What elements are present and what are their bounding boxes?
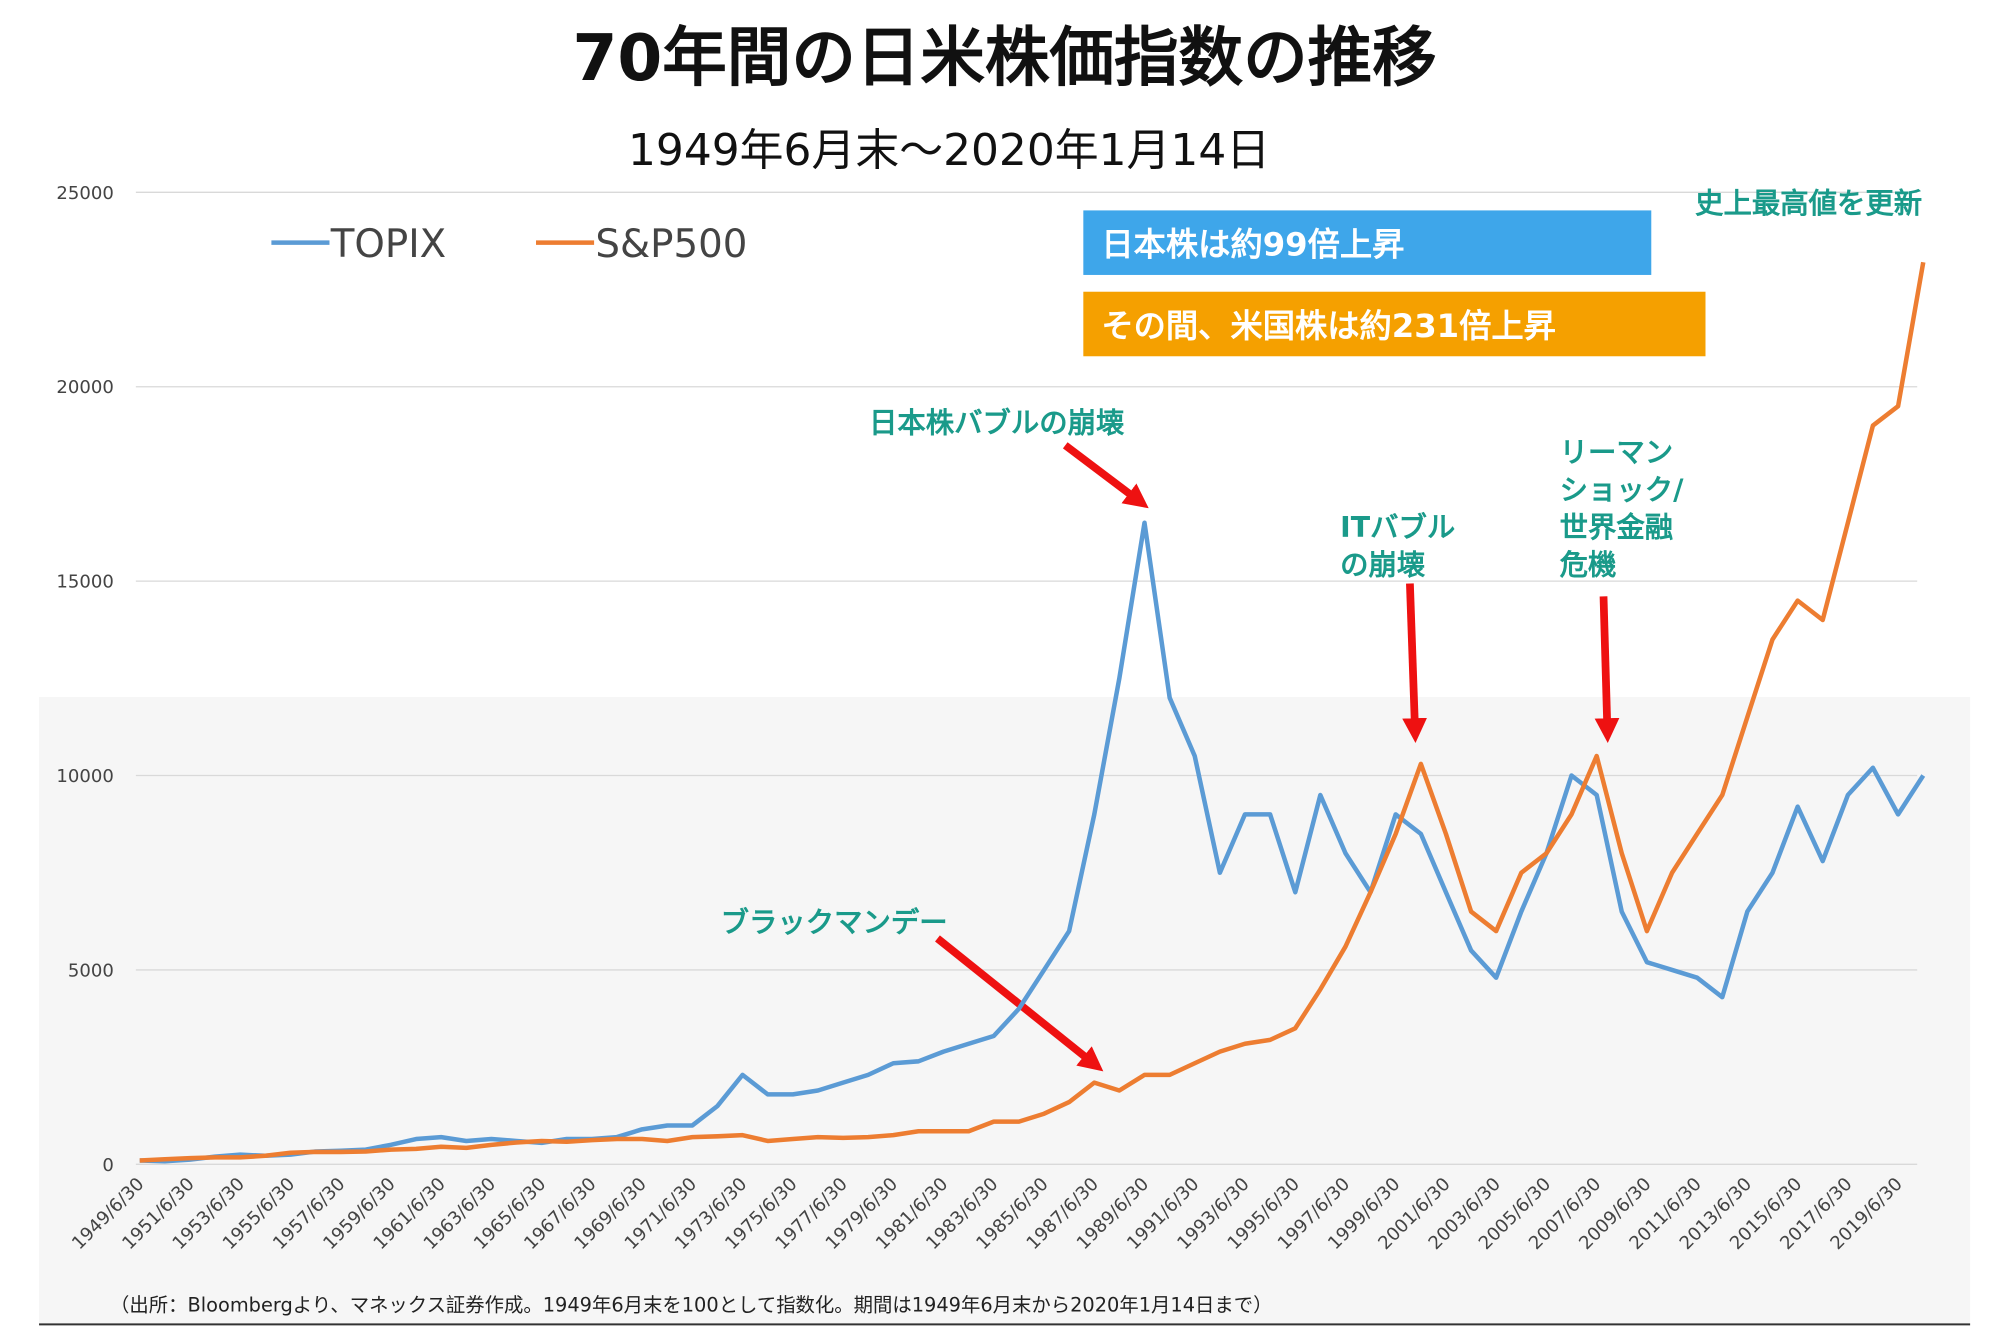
background-pattern bbox=[39, 697, 1971, 1324]
legend-label: TOPIX bbox=[330, 222, 446, 267]
callout-box bbox=[1083, 291, 1706, 357]
annotation: 史上最高値を更新 bbox=[1695, 187, 1922, 220]
source-note: （出所：Bloombergより、マネックス証券作成。1949年6月末を100とし… bbox=[110, 1293, 1272, 1316]
callout-box bbox=[1083, 210, 1652, 275]
y-tick-label: 15000 bbox=[56, 572, 113, 593]
arrow bbox=[935, 935, 1104, 1072]
callout-text: 日本株は約99倍上昇 bbox=[1101, 226, 1404, 264]
annotation: 世界金融 bbox=[1560, 511, 1674, 544]
y-tick-label: 10000 bbox=[56, 766, 113, 787]
chart-subtitle: 1949年6月末～2020年1月14日 bbox=[628, 125, 1270, 176]
annotation: 日本株バブルの崩壊 bbox=[869, 406, 1125, 439]
y-tick-label: 5000 bbox=[68, 960, 114, 981]
annotation: ITバブル bbox=[1340, 511, 1455, 544]
arrow bbox=[1062, 442, 1149, 509]
y-tick-label: 0 bbox=[102, 1155, 114, 1176]
annotation: リーマン bbox=[1560, 436, 1674, 469]
y-tick-label: 25000 bbox=[56, 183, 113, 204]
arrows bbox=[935, 442, 1620, 1072]
series-line bbox=[139, 261, 1926, 1163]
series-line bbox=[139, 520, 1926, 1164]
annotation: の崩壊 bbox=[1340, 548, 1426, 581]
annotation: 危機 bbox=[1560, 548, 1617, 581]
chart-title: 70年間の日米株価指数の推移 bbox=[572, 21, 1436, 96]
arrow bbox=[1594, 596, 1620, 743]
y-tick-label: 20000 bbox=[56, 377, 113, 398]
callout-text: その間、米国株は約231倍上昇 bbox=[1101, 307, 1556, 345]
annotation: ブラックマンデー bbox=[721, 906, 948, 939]
legend-label: S&P500 bbox=[595, 222, 747, 267]
arrow bbox=[1402, 583, 1428, 743]
annotation: ショック/ bbox=[1560, 474, 1684, 507]
